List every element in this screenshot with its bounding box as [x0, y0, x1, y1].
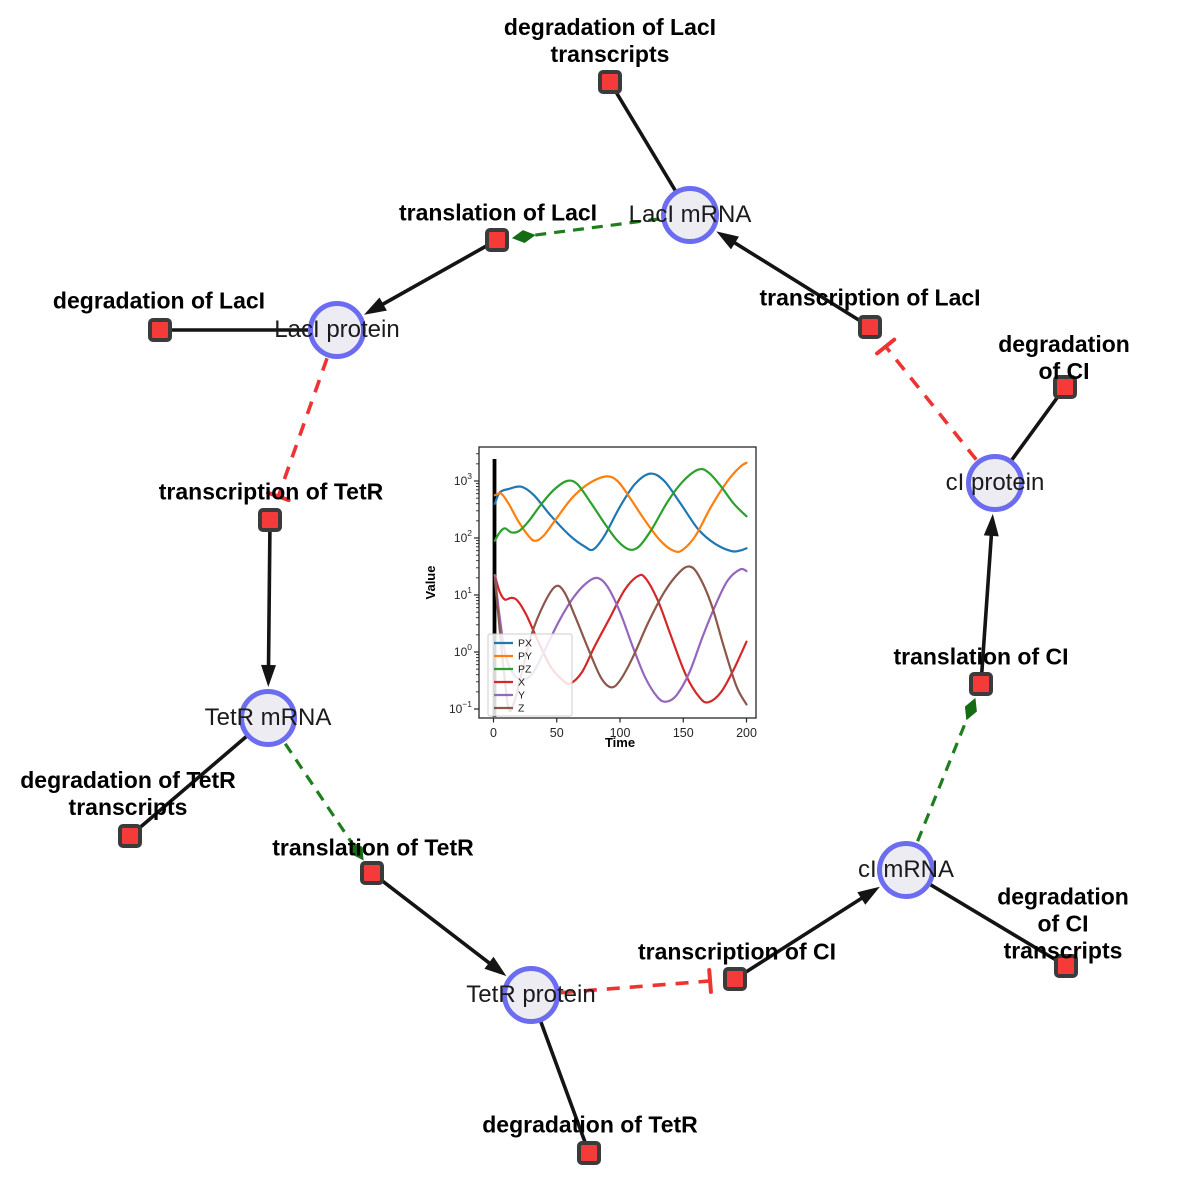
plot-axes-box [478, 446, 757, 719]
plot-x-tick-label: 150 [673, 726, 694, 740]
edge-translation-ci-to-ci-protein [979, 513, 999, 686]
species-node-tetr-mrna[interactable] [239, 689, 297, 747]
species-node-ci-mrna[interactable] [877, 841, 935, 899]
plot-y-axis-label: Value [424, 566, 438, 600]
plot-y-tick-label: 103 [454, 471, 472, 488]
series-curve-x [493, 573, 748, 704]
legend-label-z: Z [518, 703, 525, 715]
species-node-laci-mrna[interactable] [661, 186, 719, 244]
legend-label-py: PY [518, 651, 532, 663]
edge-tetr-protein-to-transcription-ci [560, 967, 713, 995]
edge-translation-laci-to-laci-protein [364, 238, 499, 315]
legend-label-px: PX [518, 638, 532, 650]
series-curve-px [493, 472, 748, 553]
plot-y-tick-label: 102 [454, 528, 472, 545]
species-node-tetr-protein[interactable] [502, 966, 560, 1024]
legend-label-pz: PZ [518, 664, 532, 676]
reaction-node-deg-ci-tx[interactable] [1054, 954, 1078, 978]
plot-y-tick-label: 100 [454, 642, 472, 659]
species-node-ci-protein[interactable] [966, 454, 1024, 512]
reaction-node-deg-ci[interactable] [1053, 375, 1077, 399]
edge-tetr-mrna-to-translation-tetr [283, 742, 364, 861]
legend-label-x: X [518, 677, 525, 689]
series-curve-pz [493, 467, 748, 551]
plot-x-tick-label: 200 [736, 726, 757, 740]
edge-tetr-mrna-to-deg-tetr-tx [128, 716, 270, 838]
edge-translation-tetr-to-tetr-protein [370, 871, 507, 977]
reaction-node-deg-laci[interactable] [148, 318, 172, 342]
edge-transcription-tetr-to-tetr-mrna [261, 518, 276, 687]
reaction-node-deg-tetr[interactable] [577, 1141, 601, 1165]
edge-ci-mrna-to-deg-ci-tx [904, 868, 1068, 968]
series-curve-py [493, 461, 748, 553]
reaction-node-deg-tetr-tx[interactable] [118, 824, 142, 848]
reaction-node-transcription-laci[interactable] [858, 315, 882, 339]
legend-label-y: Y [518, 690, 525, 702]
plot-y-tick-label: 10−1 [449, 699, 472, 716]
reaction-node-transcription-ci[interactable] [723, 967, 747, 991]
plot-x-tick-label: 50 [550, 726, 564, 740]
reaction-node-transcription-tetr[interactable] [258, 508, 282, 532]
edge-transcription-laci-to-laci-mrna [716, 231, 872, 329]
reaction-node-deg-laci-tx[interactable] [598, 70, 622, 94]
reaction-node-translation-tetr[interactable] [360, 861, 384, 885]
plot-x-tick-label: 0 [490, 726, 497, 740]
reaction-node-translation-laci[interactable] [485, 228, 509, 252]
edge-ci-protein-to-transcription-laci [875, 337, 978, 461]
edge-laci-protein-to-transcription-tetr [265, 357, 329, 503]
edge-laci-mrna-to-translation-laci [511, 217, 660, 243]
edge-transcription-ci-to-ci-mrna [733, 886, 880, 981]
reaction-node-translation-ci[interactable] [969, 672, 993, 696]
plot-x-tick-label: 100 [610, 726, 631, 740]
time-course-inset-plot: 0 50 100 150 200 103 102 101 100 10−1 PX PY PZ X Y Z Ti… [423, 436, 772, 762]
plot-y-tick-label: 101 [454, 585, 472, 602]
plot-x-axis-label: Time [605, 735, 635, 750]
edge-ci-mrna-to-translation-ci [916, 697, 977, 842]
species-node-laci-protein[interactable] [308, 301, 366, 359]
